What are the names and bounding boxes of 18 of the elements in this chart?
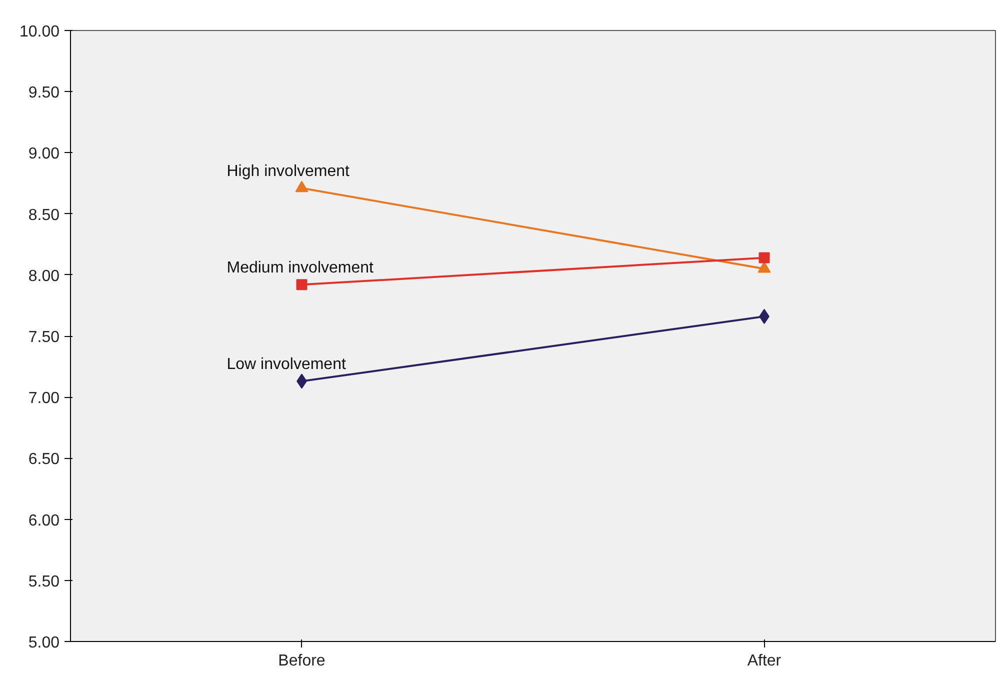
y-tick-label: 5.00 bbox=[28, 634, 60, 652]
y-tick-label: 7.50 bbox=[28, 329, 60, 346]
y-tick-label: 9.00 bbox=[28, 146, 60, 163]
y-tick-label: 5.50 bbox=[28, 573, 60, 590]
series-label: Medium involvement bbox=[226, 260, 374, 277]
y-tick-label: 9.50 bbox=[28, 84, 60, 102]
y-tick-label: 8.50 bbox=[28, 206, 60, 224]
y-tick-label: 8.00 bbox=[28, 268, 60, 285]
point bbox=[758, 252, 770, 264]
y-tick-label: 6.50 bbox=[28, 451, 60, 468]
point bbox=[296, 279, 308, 290]
x-tick-label: After bbox=[747, 652, 782, 670]
series-label: Low involvement bbox=[226, 356, 346, 374]
series-label: High involvement bbox=[226, 163, 350, 180]
y-tick-label: 10.00 bbox=[19, 24, 60, 40]
x-tick-label: Before bbox=[278, 652, 326, 670]
y-tick-label: 7.00 bbox=[28, 390, 60, 408]
y-tick-label: 6.00 bbox=[28, 512, 60, 530]
